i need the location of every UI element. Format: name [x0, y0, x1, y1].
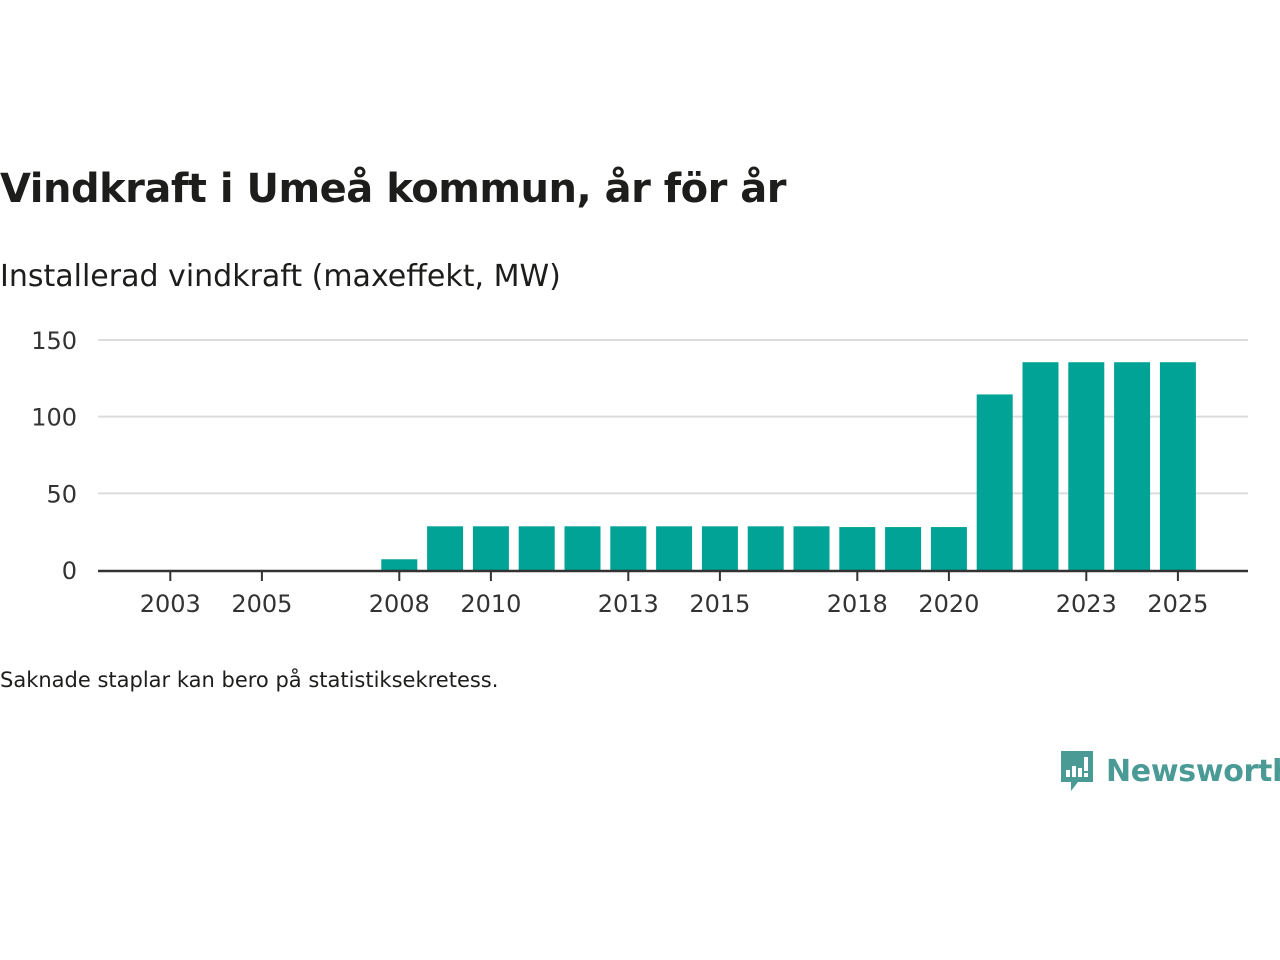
bar-2025 — [1159, 362, 1196, 570]
y-tick-label: 0 — [62, 557, 77, 585]
x-tick-label: 2010 — [460, 590, 521, 618]
bar-2009 — [427, 526, 464, 570]
x-tick-label: 2013 — [598, 590, 659, 618]
newsworthy-logo[interactable]: Newsworthy — [1058, 749, 1280, 793]
x-tick-label: 2005 — [231, 590, 292, 618]
y-axis-ticks: 0 50 100 150 — [31, 327, 77, 585]
y-tick-label: 50 — [46, 480, 77, 508]
bar-2020 — [930, 527, 967, 570]
bars — [381, 362, 1196, 570]
bar-2010 — [472, 526, 509, 570]
x-tick-label: 2025 — [1147, 590, 1208, 618]
chart-title: Vindkraft i Umeå kommun, år för år — [0, 166, 787, 212]
newsworthy-logo-text: Newsworthy — [1106, 753, 1280, 789]
x-tick-label: 2003 — [140, 590, 201, 618]
bar-2015 — [701, 526, 738, 570]
bar-2018 — [839, 527, 876, 570]
y-tick-label: 100 — [31, 404, 77, 432]
bar-2012 — [564, 526, 601, 570]
y-tick-label: 150 — [31, 327, 77, 355]
x-tick-label: 2018 — [827, 590, 888, 618]
x-tick-label: 2020 — [918, 590, 979, 618]
bar-2024 — [1114, 362, 1151, 570]
bar-2021 — [976, 394, 1013, 570]
bar-2008 — [381, 559, 418, 570]
x-tick-label: 2015 — [689, 590, 750, 618]
bar-2013 — [610, 526, 647, 570]
x-tick-label: 2023 — [1056, 590, 1117, 618]
newsworthy-logo-icon — [1061, 751, 1093, 791]
bar-2019 — [885, 527, 922, 570]
bar-2022 — [1022, 362, 1059, 570]
bar-2014 — [656, 526, 693, 570]
x-tick-label: 2008 — [369, 590, 430, 618]
bar-2023 — [1068, 362, 1105, 570]
bar-2016 — [747, 526, 784, 570]
chart-subtitle: Installerad vindkraft (maxeffekt, MW) — [0, 259, 561, 294]
bar-2011 — [518, 526, 555, 570]
x-axis-ticks: 2003 2005 2008 2010 2013 2015 2018 2020 2023 2025 — [140, 572, 1208, 618]
bar-2017 — [793, 526, 830, 570]
footnote: Saknade staplar kan bero på statistiksek… — [0, 668, 499, 692]
